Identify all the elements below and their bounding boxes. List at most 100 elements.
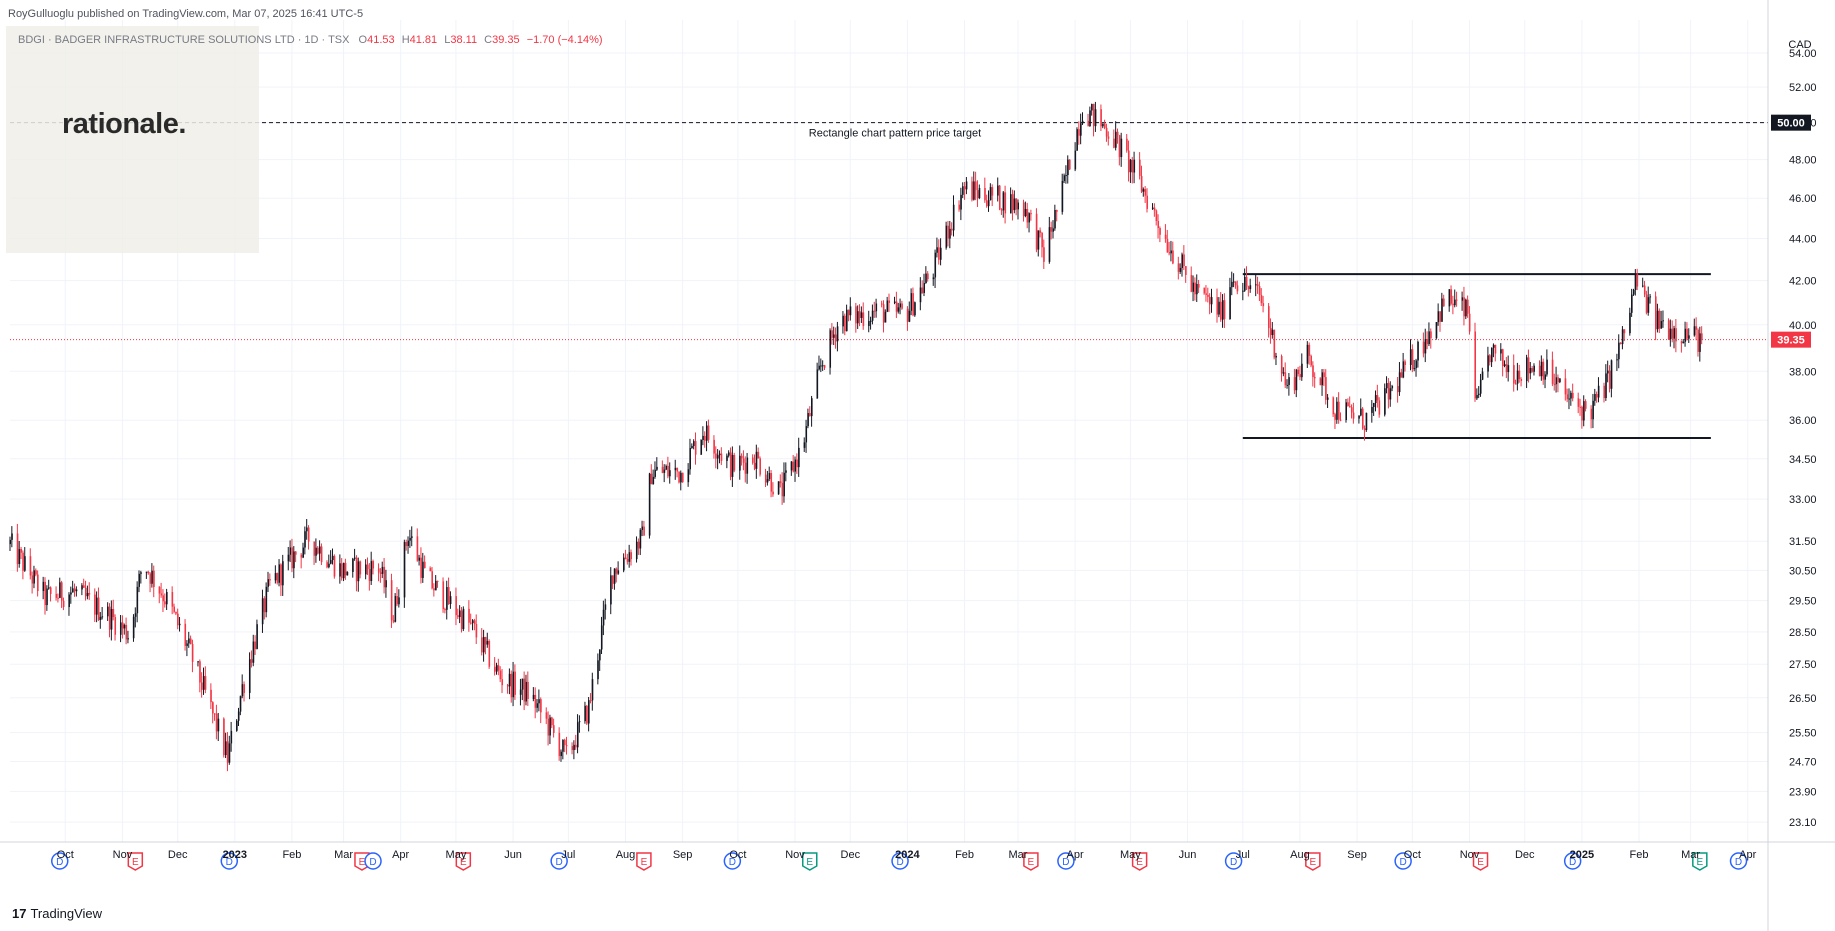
- candle-body: [460, 610, 463, 630]
- candle-body: [1603, 385, 1605, 399]
- candle-body: [689, 448, 691, 470]
- dividend-marker[interactable]: D: [1057, 852, 1075, 870]
- candle-body: [807, 413, 809, 427]
- candle-body: [1116, 131, 1119, 136]
- dividend-marker[interactable]: D: [1224, 852, 1243, 870]
- candle-body: [280, 564, 282, 586]
- candle-body: [811, 398, 813, 417]
- candle-body: [1518, 370, 1521, 379]
- candle-body: [1056, 210, 1058, 212]
- time-axis[interactable]: Oct Nov Dec 2023 Feb Mar Apr May Jun Jul Aug Sep Oct…: [0, 841, 1835, 861]
- dividend-glyph: D: [1062, 857, 1069, 868]
- candle-body: [330, 560, 332, 564]
- dividend-marker[interactable]: D: [220, 852, 239, 870]
- candle-body: [1100, 109, 1102, 127]
- candle-body: [173, 606, 176, 612]
- candle-body: [1203, 287, 1206, 294]
- dividend-marker[interactable]: D: [51, 852, 69, 870]
- earnings-marker[interactable]: E: [455, 852, 472, 871]
- candle-body: [390, 580, 393, 621]
- candle-body: [429, 568, 432, 572]
- candle-body: [1144, 189, 1147, 196]
- candle-body: [586, 705, 588, 724]
- candle-body: [534, 694, 537, 708]
- earnings-marker[interactable]: E: [1023, 852, 1039, 871]
- candle-body: [398, 597, 400, 605]
- earnings-icon: [1023, 852, 1039, 871]
- candle-body: [604, 604, 607, 610]
- candle-body: [1131, 159, 1134, 173]
- candle-body: [1347, 402, 1349, 407]
- candle-body: [1699, 333, 1701, 352]
- candle-body: [112, 609, 115, 618]
- candle-body: [1244, 276, 1246, 291]
- candle-body: [639, 529, 642, 549]
- dividend-marker[interactable]: D: [550, 852, 568, 870]
- candle-body: [37, 574, 39, 592]
- candle-body: [127, 638, 129, 640]
- dividend-marker[interactable]: D: [1563, 852, 1582, 870]
- candle-body: [652, 476, 655, 485]
- candle-body: [987, 200, 990, 207]
- candle-body: [934, 252, 937, 278]
- dividend-glyph: D: [896, 857, 903, 868]
- candle-body: [1693, 326, 1696, 336]
- earnings-glyph: E: [460, 857, 467, 868]
- dividend-marker[interactable]: D: [891, 852, 909, 870]
- candle-body: [1531, 368, 1534, 372]
- y-tick-label: 42.00: [1789, 276, 1817, 288]
- candle-body: [366, 564, 369, 570]
- earnings-marker[interactable]: E: [802, 852, 818, 871]
- candle-body: [1489, 355, 1491, 363]
- candle-body: [1686, 328, 1688, 339]
- candle-body: [177, 613, 179, 626]
- candle-body: [532, 694, 535, 700]
- dividend-marker[interactable]: D: [723, 852, 742, 870]
- dividend-marker[interactable]: D: [364, 852, 382, 870]
- candle-body: [1559, 378, 1561, 383]
- dividend-marker[interactable]: D: [1394, 852, 1412, 870]
- earnings-marker[interactable]: E: [1472, 852, 1489, 871]
- earnings-marker[interactable]: E: [127, 852, 144, 871]
- candle-body: [372, 561, 375, 569]
- candle-body: [1417, 341, 1419, 361]
- candle-body: [792, 461, 795, 472]
- candle-body: [468, 608, 470, 623]
- candle-body: [162, 595, 164, 602]
- candle-body: [1487, 355, 1489, 372]
- candle-body: [1127, 150, 1130, 173]
- candle-body: [1658, 310, 1661, 329]
- earnings-marker[interactable]: E: [1305, 852, 1321, 871]
- candle-body: [1271, 329, 1274, 336]
- candle-body: [1126, 138, 1128, 151]
- candle-body: [1022, 202, 1025, 217]
- candle-body: [315, 547, 317, 556]
- candle-body: [978, 188, 981, 199]
- candle-body: [1494, 344, 1497, 354]
- dividend-marker[interactable]: D: [1729, 852, 1748, 870]
- candle-body: [1216, 297, 1219, 315]
- earnings-marker[interactable]: E: [1692, 852, 1708, 871]
- candle-body: [164, 601, 166, 605]
- candle-body: [328, 563, 330, 568]
- dividend-icon: [1057, 852, 1075, 870]
- candle-body: [241, 684, 244, 697]
- tradingview-footer[interactable]: 17 TradingView: [12, 906, 102, 921]
- candle-body: [1249, 285, 1252, 290]
- candle-body: [1647, 297, 1650, 313]
- candle-body: [24, 556, 26, 571]
- dividend-icon: [1729, 852, 1748, 870]
- candle-body: [1669, 328, 1672, 340]
- earnings-marker[interactable]: E: [1131, 852, 1148, 871]
- candle-body: [239, 696, 242, 712]
- candle-body: [197, 661, 199, 663]
- candle-body: [1232, 281, 1235, 283]
- earnings-marker[interactable]: E: [636, 852, 652, 871]
- candle-body: [1378, 400, 1381, 415]
- candle-body: [576, 722, 579, 748]
- candle-body: [1411, 349, 1414, 370]
- candle-body: [643, 526, 645, 536]
